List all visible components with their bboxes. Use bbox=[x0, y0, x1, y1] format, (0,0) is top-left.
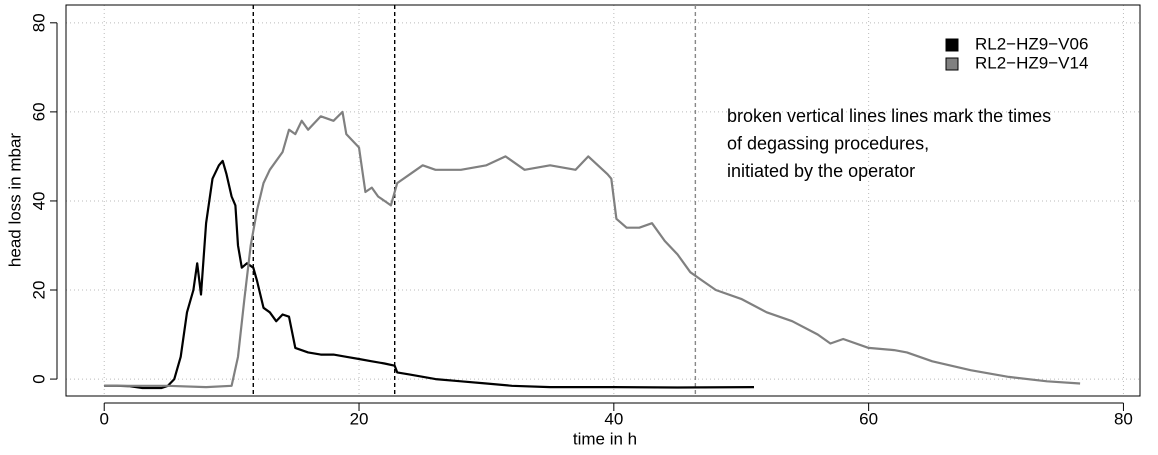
y-axis-label: head loss in mbar bbox=[5, 133, 24, 268]
annotation: initiated by the operator bbox=[727, 161, 915, 181]
legend-label: RL2−HZ9−V06 bbox=[975, 34, 1088, 53]
annotation: of degassing procedures, bbox=[727, 133, 929, 153]
y-tick-label: 40 bbox=[29, 191, 48, 210]
x-tick-label: 60 bbox=[859, 409, 878, 428]
y-tick-label: 20 bbox=[29, 281, 48, 300]
x-tick-label: 40 bbox=[604, 409, 623, 428]
y-tick-label: 60 bbox=[29, 102, 48, 121]
series-line bbox=[104, 110, 1081, 389]
legend-label: RL2−HZ9−V14 bbox=[975, 53, 1088, 72]
legend-swatch bbox=[945, 57, 959, 71]
series-line bbox=[104, 159, 755, 390]
annotation: broken vertical lines lines mark the tim… bbox=[727, 106, 1051, 126]
x-axis-label: time in h bbox=[573, 429, 637, 448]
x-tick-label: 0 bbox=[99, 409, 108, 428]
x-tick-label: 20 bbox=[350, 409, 369, 428]
y-tick-label: 0 bbox=[29, 374, 48, 383]
x-tick-label: 80 bbox=[1114, 409, 1133, 428]
legend-swatch bbox=[945, 38, 959, 52]
plot-box bbox=[65, 4, 1141, 397]
y-tick-label: 80 bbox=[29, 13, 48, 32]
